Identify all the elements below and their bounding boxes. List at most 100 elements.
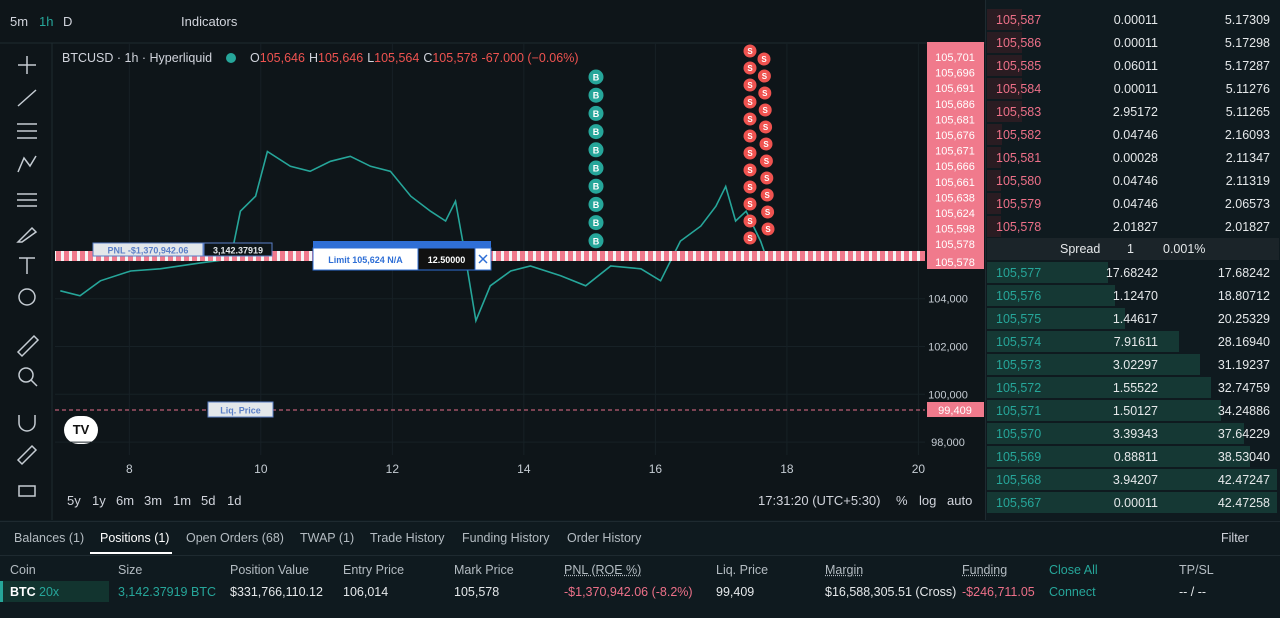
tab[interactable]: Balances (1): [14, 531, 85, 545]
liq-label: Liq. Price: [220, 406, 261, 416]
position-cell[interactable]: Connect: [1049, 585, 1096, 599]
bids-total: 18.80712: [1217, 289, 1270, 303]
price-axis-label: 105,638: [935, 192, 975, 204]
bids-total: 17.68242: [1217, 266, 1270, 280]
sell-marker-text: S: [765, 191, 771, 200]
buy-marker: [588, 160, 604, 176]
sell-marker-text: S: [747, 183, 753, 192]
bids-depth-bar: [987, 331, 1180, 352]
bids-size: 1.50127: [1112, 404, 1158, 418]
bids-size: 7.91611: [1113, 335, 1158, 349]
column-header: Position Value: [230, 563, 309, 577]
sell-marker: [758, 86, 772, 100]
asks-depth-bar: [987, 32, 1023, 53]
size-label-box[interactable]: [203, 242, 273, 257]
interval-button[interactable]: 5m: [10, 14, 29, 29]
price-axis-label: 105,696: [935, 68, 975, 80]
asks-size: 0.00011: [1113, 13, 1158, 27]
sell-marker-text: S: [747, 234, 753, 243]
x-tick-label: 20: [912, 462, 926, 476]
price-axis-label: 105,681: [935, 114, 975, 126]
current-price-label: 105,578: [935, 257, 975, 269]
liq-label-box[interactable]: [207, 401, 274, 418]
bids-size: 3.94207: [1112, 473, 1158, 487]
filter-button[interactable]: Filter: [1221, 531, 1249, 545]
legend-value: 105,646: [259, 51, 305, 65]
sell-marker-text: S: [763, 106, 769, 115]
asks-depth-bar: [987, 170, 1002, 191]
sell-marker: [743, 61, 757, 75]
legend: BTCUSD · 1h · Hyperliquid O 105,646 H 105,64…: [62, 51, 578, 65]
tab[interactable]: Order History: [567, 531, 642, 545]
pnl-label-box[interactable]: [92, 242, 204, 257]
bids-price: 105,576: [996, 289, 1042, 303]
legend-key: H: [308, 51, 318, 65]
asks-total: 2.11347: [1225, 151, 1270, 165]
sell-marker: [759, 154, 773, 168]
asks-total: 5.17298: [1224, 36, 1270, 50]
buy-marker: [588, 124, 604, 140]
bids-total: 20.25329: [1217, 312, 1270, 326]
price-label-stack: [927, 42, 984, 254]
sell-marker-text: S: [747, 47, 753, 56]
column-header[interactable]: Close All: [1049, 563, 1098, 577]
price-axis-label: 105,598: [935, 224, 975, 236]
sell-marker: [743, 112, 757, 126]
scale-button[interactable]: %: [896, 493, 908, 508]
tab[interactable]: Funding History: [462, 531, 550, 545]
price-axis-label: 105,686: [935, 99, 975, 111]
asks-total: 5.17309: [1224, 13, 1270, 27]
y-tick-label: 102,000: [928, 342, 968, 354]
sell-marker: [743, 214, 757, 228]
sell-marker: [743, 163, 757, 177]
column-header: Size: [118, 563, 143, 577]
bids-depth-bar: [987, 469, 1277, 490]
tab[interactable]: Open Orders (68): [186, 531, 284, 545]
range-button[interactable]: 1d: [227, 493, 242, 508]
asks-total: 5.17287: [1224, 59, 1270, 73]
interval-button[interactable]: D: [63, 14, 73, 29]
sell-marker-text: S: [764, 157, 770, 166]
bids-price: 105,569: [996, 450, 1042, 464]
legend-key: C: [423, 51, 433, 65]
indicators-button[interactable]: Indicators: [181, 14, 238, 29]
asks-size: 0.06011: [1113, 59, 1158, 73]
drawing-tools[interactable]: [16, 56, 40, 497]
buy-marker: [588, 69, 604, 85]
range-button[interactable]: 3m: [144, 493, 163, 508]
sell-marker-text: S: [747, 64, 753, 73]
price-axis-label: 105,666: [935, 161, 975, 173]
interval-button[interactable]: 1h: [39, 14, 54, 29]
range-button[interactable]: 1y: [92, 493, 106, 508]
range-button[interactable]: 6m: [116, 493, 135, 508]
bids-total: 28.16940: [1217, 335, 1270, 349]
sell-marker: [743, 180, 757, 194]
asks-size: 0.04746: [1112, 128, 1158, 142]
range-button[interactable]: 5d: [201, 493, 216, 508]
sell-marker: [757, 52, 771, 66]
range-button[interactable]: 1m: [173, 493, 192, 508]
column-header: Liq. Price: [716, 563, 769, 577]
buy-marker-text: B: [593, 200, 600, 210]
tv-logo: [64, 416, 98, 444]
position-cell: 3,142.37919 BTC: [118, 585, 216, 599]
sell-marker: [759, 137, 773, 151]
asks-size: 0.04746: [1112, 197, 1158, 211]
column-header: Margin: [825, 563, 864, 577]
tab[interactable]: TWAP (1): [300, 531, 355, 545]
sell-marker-text: S: [765, 225, 771, 234]
position-cell: 105,578: [454, 585, 500, 599]
scale-button[interactable]: log: [919, 493, 937, 508]
scale-button[interactable]: auto: [947, 493, 973, 508]
bids-total: 38.53040: [1217, 450, 1270, 464]
asks-depth-bar: [987, 216, 1001, 237]
tab[interactable]: Positions (1): [100, 531, 170, 545]
sell-marker: [761, 205, 775, 219]
bids-depth-bar: [987, 308, 1126, 329]
clock: 17:31:20 (UTC+5:30): [758, 493, 881, 508]
bids-depth-bar: [987, 492, 1277, 513]
bids-total: 31.19237: [1217, 358, 1270, 372]
range-button[interactable]: 5y: [67, 493, 81, 508]
tab[interactable]: Trade History: [370, 531, 445, 545]
asks-price: 105,581: [996, 151, 1042, 165]
